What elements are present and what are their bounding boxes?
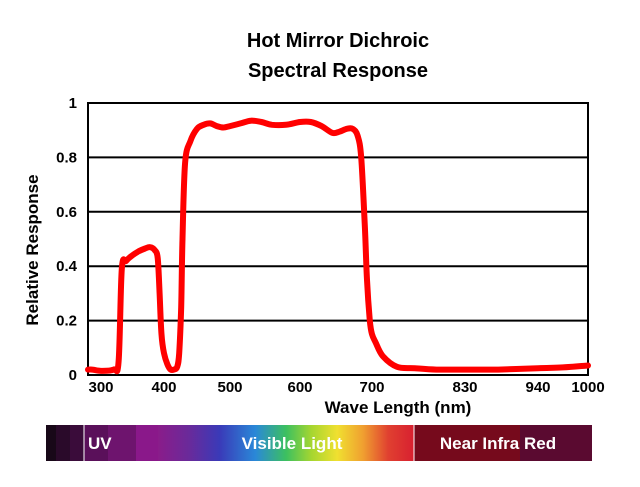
y-axis-ticks: 0 0.2 0.4 0.6 0.8 1 [56,95,78,384]
x-axis-ticks: 300 400 500 600 700 830 940 1000 [88,379,604,396]
y-tick-label: 0 [69,367,77,384]
y-axis-label: Relative Response [23,174,42,325]
grid-lines [88,156,588,322]
x-tick-label: 300 [88,379,113,396]
x-tick-label: 1000 [571,379,604,396]
spectrum-uv-dark-1 [46,425,56,461]
y-tick-label: 0.4 [56,258,78,275]
chart-title-line1: Hot Mirror Dichroic [247,30,429,52]
x-tick-label: 400 [151,379,176,396]
spectrum-bar: UV Visible Light Near Infra Red [46,425,592,461]
y-tick-label: 1 [69,95,77,112]
spectrum-uv-band-2 [108,425,136,461]
spectrum-nir-band-2 [520,425,592,461]
series-line-0 [85,117,591,375]
x-tick-label: 500 [217,379,242,396]
y-tick-label: 0.8 [56,149,77,166]
spectrum-label-nir: Near Infra Red [440,434,556,453]
spectrum-uv-band-3 [136,425,158,461]
plot-frame [87,102,589,376]
spectrum-label-uv: UV [88,434,112,453]
data-series [85,117,591,375]
x-tick-label: 600 [287,379,312,396]
x-tick-label: 940 [525,379,550,396]
spectrum-uv-dark-3 [70,425,84,461]
spectrum-uv-dark-2 [56,425,70,461]
y-tick-label: 0.6 [56,204,77,221]
chart-title: Hot Mirror Dichroic Spectral Response [247,30,429,82]
spectrum-uv-band [84,425,108,461]
spectrum-label-visible: Visible Light [242,434,343,453]
x-tick-label: 700 [359,379,384,396]
x-tick-label: 830 [452,379,477,396]
spectrum-visible-band [158,425,414,461]
chart-title-line2: Spectral Response [248,60,428,82]
x-axis-label: Wave Length (nm) [325,398,472,417]
y-tick-label: 0.2 [56,313,77,330]
